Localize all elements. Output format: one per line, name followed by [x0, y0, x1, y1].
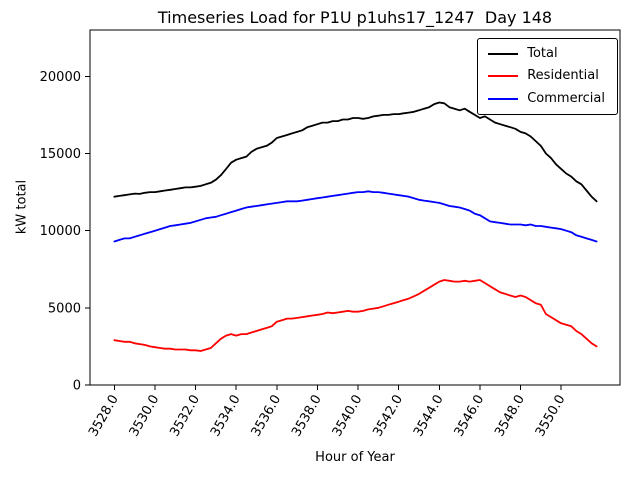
legend-label-total: Total — [527, 46, 558, 61]
total-line-swatch — [488, 53, 519, 56]
x-tick-label: 3546.0 — [452, 393, 488, 440]
y-tick-label: 0 — [73, 379, 81, 394]
x-tick-label: 3544.0 — [411, 393, 447, 440]
x-tick-label: 3532.0 — [167, 393, 203, 440]
legend: Total Residential Commercial — [477, 38, 618, 115]
x-tick-label: 3534.0 — [208, 393, 244, 440]
legend-item-residential: Residential — [488, 68, 605, 84]
residential-series-line — [113, 279, 598, 352]
total-series-line — [113, 101, 598, 203]
x-tick-label: 3548.0 — [492, 393, 528, 440]
y-axis-ticks: 0 5000 10000 15000 20000 — [40, 70, 90, 394]
commercial-series-line — [113, 190, 598, 243]
x-axis-ticks: 3528.0 3530.0 3532.0 3534.0 3536.0 3538.0 3540… — [86, 385, 569, 440]
legend-item-commercial: Commercial — [488, 90, 605, 106]
chart-title: Timeseries Load for P1U p1uhs17_1247 Day… — [157, 8, 553, 27]
x-tick-label: 3528.0 — [86, 393, 122, 440]
legend-label-commercial: Commercial — [527, 90, 605, 106]
x-tick-label: 3530.0 — [127, 393, 163, 440]
y-tick-label: 10000 — [40, 224, 81, 239]
x-tick-label: 3540.0 — [330, 393, 366, 440]
residential-line-swatch — [488, 75, 519, 78]
x-tick-label: 3536.0 — [249, 393, 285, 440]
x-tick-label: 3550.0 — [533, 393, 569, 440]
y-tick-label: 15000 — [40, 147, 81, 162]
plot-border — [89, 29, 621, 386]
y-tick-label: 20000 — [40, 70, 81, 85]
x-tick-label: 3542.0 — [370, 393, 406, 440]
y-axis-label: kW total — [14, 179, 30, 235]
x-tick-label: 3538.0 — [289, 393, 325, 440]
legend-item-total: Total — [488, 46, 605, 61]
commercial-line-swatch — [488, 97, 519, 100]
x-axis-label: Hour of Year — [315, 450, 395, 465]
y-tick-label: 5000 — [48, 301, 81, 316]
legend-label-residential: Residential — [527, 68, 599, 84]
